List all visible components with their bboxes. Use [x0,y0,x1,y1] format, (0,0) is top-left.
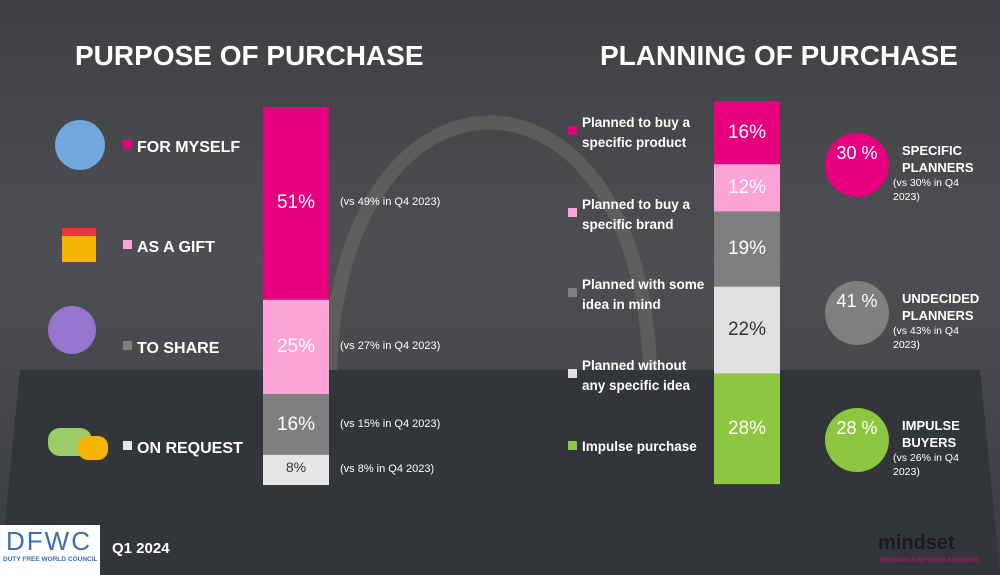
legend-marker [123,441,132,450]
value-label: 22% [727,319,767,341]
comparison-note: (vs 27% in Q4 2023) [340,340,441,353]
group-name: IMPULSE BUYERS [902,418,960,450]
legend-marker [123,341,132,350]
bar-segment [263,394,329,455]
legend-marker [568,208,577,217]
group-value: 30 % [836,143,878,163]
legend-marker [568,369,577,378]
chart-title: PLANNING OF PURCHASE [600,40,958,71]
bag-handle [323,115,657,371]
left-logo-sub: DUTY FREE WORLD COUNCIL [3,556,98,563]
legend-label: Planned to buy a specific product [582,115,691,150]
group-name: SPECIFIC PLANNERS [902,143,974,175]
legend-label: Planned without any specific idea [582,358,691,393]
legend-label: AS A GIFT [137,239,215,256]
period: Q1 2024 [112,540,170,557]
icon-gift-ribbon [62,228,96,236]
legend-label: FOR MYSELF [137,139,241,156]
chart-title: PURPOSE OF PURCHASE [75,40,424,71]
group-circle [825,281,889,345]
value-label: 16% [276,413,316,435]
legend-label: Planned with some idea in mind [582,277,705,312]
value-label: 16% [727,121,767,143]
right-logo: mindset [878,532,955,554]
group-circle [825,133,889,197]
bar-segment [263,107,329,300]
value-label: 8% [285,458,307,475]
bar-segment [714,101,780,165]
value-label: 19% [727,238,767,260]
bar-segment [714,164,780,212]
bar-segment [263,454,329,485]
legend-marker [568,441,577,450]
value-label: 28% [727,417,767,439]
group-note: (vs 43% in Q4 2023) [893,325,959,351]
group-note: (vs 26% in Q4 2023) [893,452,959,478]
bar-segment [263,299,329,395]
comparison-note: (vs 49% in Q4 2023) [340,196,441,209]
value-label: 12% [727,176,767,198]
comparison-note: (vs 15% in Q4 2023) [340,417,441,430]
value-label: 51% [276,192,316,214]
comparison-note: (vs 8% in Q4 2023) [340,462,435,475]
legend-marker [568,126,577,135]
icon-share [48,306,96,354]
legend-label: Planned to buy a specific brand [582,197,691,232]
bar-segment [714,211,780,287]
icon-request-2 [78,436,108,460]
group-value: 41 % [836,291,878,311]
icon-myself [55,120,105,170]
bar-segment [714,286,780,374]
legend-label: ON REQUEST [137,440,243,457]
group-note: (vs 30% in Q4 2023) [893,177,959,203]
legend-label: Impulse purchase [582,439,697,454]
right-logo-sub: RESEARCH BEYOND BORDERS [880,557,980,564]
logo-box [0,525,100,575]
group-name: UNDECIDED PLANNERS [902,291,980,323]
legend-marker [123,240,132,249]
legend-marker [123,140,132,149]
group-circle [825,408,889,472]
bar-segment [714,373,780,485]
value-label: 25% [276,336,316,358]
left-logo: DFWC [6,526,92,556]
group-value: 28 % [836,418,878,438]
legend-label: TO SHARE [137,340,220,357]
legend-marker [568,288,577,297]
